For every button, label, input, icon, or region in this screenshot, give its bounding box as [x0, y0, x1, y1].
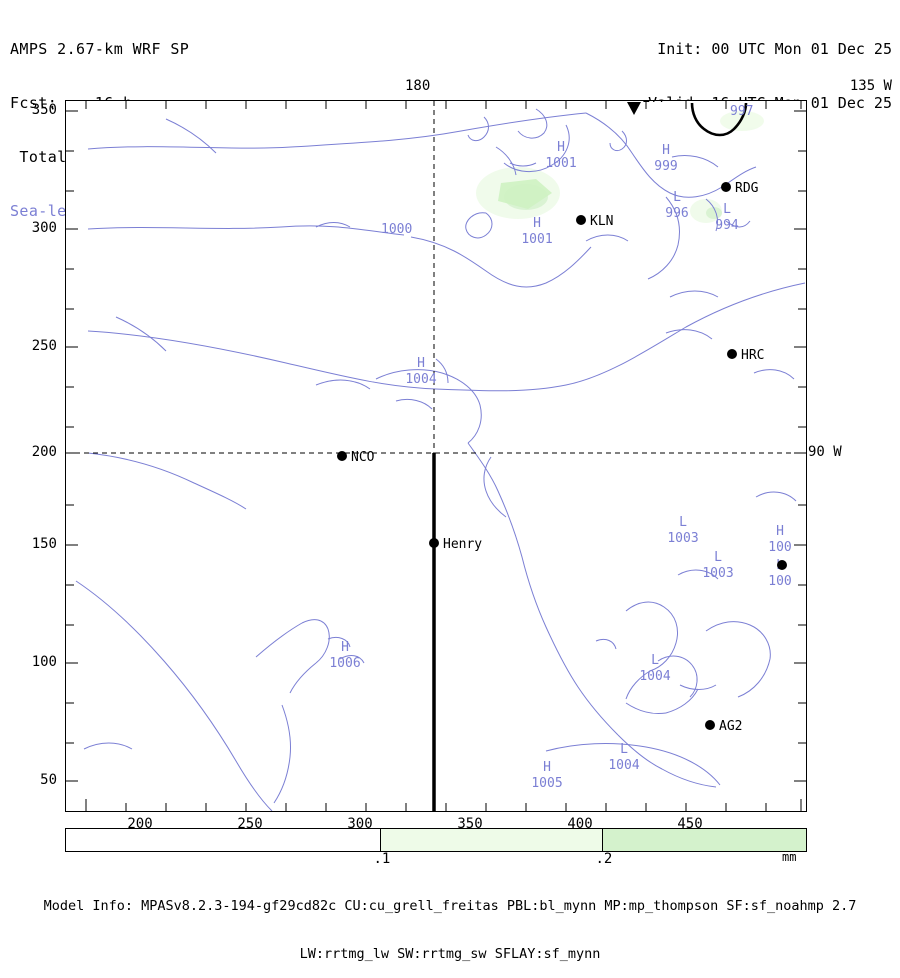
colorbar-tick-label: .2	[595, 851, 613, 867]
pressure-center-value: 1006	[329, 656, 360, 671]
grid-lines	[66, 101, 806, 811]
y-axis-tick-label: 50	[40, 772, 57, 788]
contour-value-labels: 1000 997	[381, 104, 753, 237]
station-dot-icon	[777, 560, 787, 570]
init-time: Init: 00 UTC Mon 01 Dec 25	[657, 40, 892, 58]
pressure-center-value: 1003	[667, 531, 698, 546]
colorbar-segment	[602, 829, 807, 851]
pressure-center-value: 1004	[639, 669, 670, 684]
axis-label-top-180: 180	[405, 78, 431, 94]
model-info-line-2: LW:rrtmg_lw SW:rrtmg_sw SFLAY:sf_mynn	[299, 946, 601, 962]
station-label: RDG	[735, 181, 759, 196]
y-axis-tick-label: 250	[31, 338, 57, 354]
pressure-center-type: L	[651, 653, 659, 668]
station-label: Henry	[443, 537, 482, 552]
station-label: NCO	[351, 450, 375, 465]
station-label: LYT	[642, 101, 666, 106]
station-marker[interactable]: NCO	[337, 450, 375, 465]
y-axis-tick-label: 150	[31, 536, 57, 552]
colorbar-unit-label: mm	[782, 850, 797, 864]
y-axis-tick-label: 300	[31, 220, 57, 236]
pressure-center-type: H	[557, 140, 565, 155]
station-triangle-icon	[627, 102, 641, 115]
axis-label-top-right: 135 W	[849, 78, 892, 94]
pressure-center-value: 100	[768, 540, 791, 555]
pressure-center-value: 1001	[521, 232, 552, 247]
model-info-line-1: Model Info: MPASv8.2.3-194-gf29cd82c CU:…	[43, 898, 857, 914]
pressure-center-type: L	[620, 742, 628, 757]
precip-colorbar[interactable]	[65, 828, 807, 852]
pressure-center-value: 1004	[405, 372, 436, 387]
precip-shading	[476, 111, 764, 223]
station-dot-icon	[429, 538, 439, 548]
pressure-center-type: L	[679, 515, 687, 530]
station-dot-icon	[337, 451, 347, 461]
colorbar-tick-label: .1	[373, 851, 391, 867]
colorbar-segment	[66, 829, 380, 851]
pressure-center-type: H	[417, 356, 425, 371]
station-dot-icon	[721, 182, 731, 192]
contour-label: 1000	[381, 222, 412, 237]
station-dot-icon	[576, 215, 586, 225]
station-dot-icon	[727, 349, 737, 359]
colorbar-segment	[379, 829, 603, 851]
station-dot-icon	[705, 720, 715, 730]
pressure-center-type: H	[341, 640, 349, 655]
station-marker[interactable]: AG2	[705, 719, 742, 734]
station-markers[interactable]: LYT RDG KLN HRC NCO Henry AG2	[337, 101, 787, 734]
map-panel[interactable]: 1000 997 H 1001 H 999 L 996 L 994 H 1001 H 1004 L 1003…	[65, 100, 807, 812]
station-label: AG2	[719, 719, 742, 734]
axis-label-right-90w: 90 W	[808, 444, 842, 460]
station-label: KLN	[590, 214, 613, 229]
pressure-center-value: 996	[665, 206, 688, 221]
contour-label: 997	[730, 104, 753, 119]
station-marker[interactable]: Henry	[429, 537, 482, 552]
y-axis-tick-label: 100	[31, 654, 57, 670]
station-marker[interactable]: LYT	[627, 101, 666, 115]
pressure-center-type: L	[673, 190, 681, 205]
pressure-center-value: 1001	[545, 156, 576, 171]
y-axis-tick-label: 200	[31, 444, 57, 460]
pressure-center-type: H	[543, 760, 551, 775]
highlight-contour	[690, 102, 748, 137]
pressure-center-type: H	[662, 143, 670, 158]
pressure-center-value: 100	[768, 574, 791, 589]
model-info-footer: Model Info: MPASv8.2.3-194-gf29cd82c CU:…	[0, 866, 900, 978]
pressure-center-value: 999	[654, 159, 677, 174]
y-axis-tick-label: 350	[31, 102, 57, 118]
isobar-contours	[75, 108, 806, 811]
axis-ticks	[66, 101, 806, 811]
pressure-center-value: 1004	[608, 758, 639, 773]
station-label: HRC	[741, 348, 764, 363]
pressure-center-type: H	[533, 216, 541, 231]
pressure-center-type: L	[714, 550, 722, 565]
station-marker[interactable]: RDG	[721, 181, 759, 196]
model-title: AMPS 2.67-km WRF SP	[10, 40, 190, 58]
pressure-center-value: 1005	[531, 776, 562, 791]
pressure-center-value: 1003	[702, 566, 733, 581]
pressure-center-value: 994	[715, 218, 739, 233]
station-marker[interactable]	[777, 560, 787, 570]
station-marker[interactable]: KLN	[576, 214, 613, 229]
pressure-center-type: H	[776, 524, 784, 539]
pressure-center-type: L	[723, 202, 731, 217]
station-marker[interactable]: HRC	[727, 348, 764, 363]
